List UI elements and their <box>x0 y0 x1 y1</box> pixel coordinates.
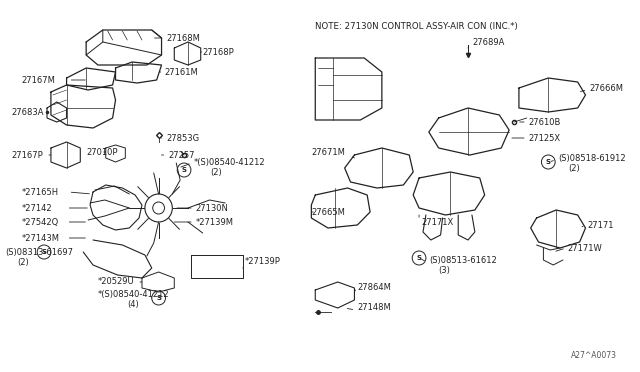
Text: *(S)08540-41212: *(S)08540-41212 <box>194 157 266 167</box>
Text: 27864M: 27864M <box>357 283 391 292</box>
Text: 27171W: 27171W <box>568 244 603 253</box>
Text: S: S <box>546 159 551 165</box>
Text: 27853G: 27853G <box>166 134 200 142</box>
Text: *27143M: *27143M <box>22 234 60 243</box>
Text: *27142: *27142 <box>22 203 52 212</box>
Text: S: S <box>417 255 422 261</box>
Text: 27671M: 27671M <box>311 148 345 157</box>
Text: S: S <box>156 295 161 301</box>
Text: (2): (2) <box>211 167 222 176</box>
Text: (S)08513-61612: (S)08513-61612 <box>429 256 497 264</box>
Text: (2): (2) <box>18 257 29 266</box>
Text: (S)08518-61912: (S)08518-61912 <box>558 154 626 163</box>
Text: S: S <box>182 167 187 173</box>
Text: *(S)08540-41212: *(S)08540-41212 <box>98 291 170 299</box>
Text: 27666M: 27666M <box>589 83 623 93</box>
Text: 27168M: 27168M <box>166 33 200 42</box>
Text: 27171X: 27171X <box>421 218 453 227</box>
Text: *27139M: *27139M <box>196 218 234 227</box>
Text: 27125X: 27125X <box>529 134 561 142</box>
Text: (3): (3) <box>438 266 451 275</box>
Text: 27167P: 27167P <box>12 151 44 160</box>
Text: 27257: 27257 <box>168 151 195 160</box>
Text: 27130N: 27130N <box>196 203 228 212</box>
Text: 27167M: 27167M <box>22 76 56 84</box>
Text: 27689A: 27689A <box>472 38 504 46</box>
Text: 27683A: 27683A <box>12 108 44 116</box>
Text: *27139P: *27139P <box>244 257 281 266</box>
Text: *27542Q: *27542Q <box>22 218 59 227</box>
Text: NOTE: 27130N CONTROL ASSY-AIR CON (INC.*): NOTE: 27130N CONTROL ASSY-AIR CON (INC.*… <box>316 22 518 31</box>
Text: (S)08313-61697: (S)08313-61697 <box>5 247 73 257</box>
Text: *27165H: *27165H <box>22 187 59 196</box>
Text: 27148M: 27148M <box>357 304 391 312</box>
Text: S: S <box>42 249 47 255</box>
Text: 27010P: 27010P <box>86 148 118 157</box>
Text: A27^A0073: A27^A0073 <box>571 351 617 360</box>
Text: (4): (4) <box>127 301 139 310</box>
Text: *20529U: *20529U <box>98 278 134 286</box>
Text: (2): (2) <box>568 164 580 173</box>
Text: 27161M: 27161M <box>164 67 198 77</box>
Text: 27665M: 27665M <box>311 208 345 217</box>
Text: 27610B: 27610B <box>529 118 561 126</box>
Text: 27168P: 27168P <box>203 48 234 57</box>
Text: 27171: 27171 <box>588 221 614 230</box>
